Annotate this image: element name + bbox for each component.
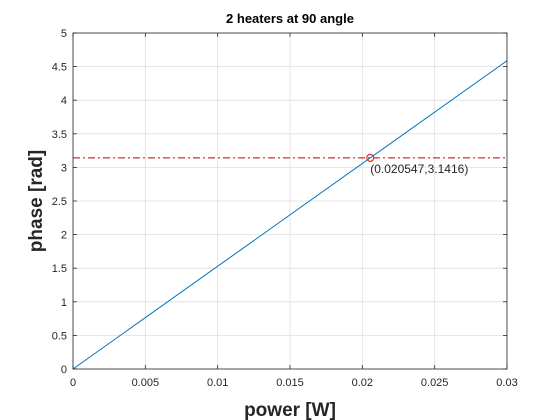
- y-axis-label: phase [rad]: [26, 150, 47, 252]
- ticks: [72, 32, 508, 370]
- y-tick-label: 0.5: [52, 330, 67, 342]
- plot-content: (0.020547,3.1416): [72, 60, 508, 370]
- y-tick-label: 0: [61, 364, 67, 376]
- y-tick-label: 1: [61, 297, 67, 309]
- x-tick-label: 0.01: [207, 377, 228, 389]
- y-tick-label: 3.5: [52, 129, 67, 141]
- y-tick-label: 2.5: [52, 196, 67, 208]
- y-tick-label: 2: [61, 230, 67, 242]
- labels: 0 0.005 0.01 0.015 0.02 0.025 0.03 0 0.5 1 1.5 2 2.5…: [52, 28, 518, 389]
- x-tick-label: 0.02: [352, 377, 373, 389]
- series-line: [72, 60, 508, 370]
- y-tick-label: 1.5: [52, 263, 67, 275]
- y-tick-label: 4: [61, 95, 67, 107]
- x-tick-label: 0.025: [421, 377, 449, 389]
- x-axis-label: power [W]: [244, 400, 336, 420]
- x-tick-label: 0: [70, 377, 76, 389]
- intersection-marker: [366, 153, 375, 162]
- x-tick-label: 0.03: [496, 377, 517, 389]
- intersection-annotation: (0.020547,3.1416): [370, 162, 468, 176]
- y-tick-label: 5: [61, 28, 67, 40]
- x-tick-label: 0.015: [276, 377, 304, 389]
- y-tick-label: 4.5: [52, 62, 67, 74]
- x-tick-label: 0.005: [132, 377, 160, 389]
- chart-title: 2 heaters at 90 angle: [226, 11, 354, 26]
- y-tick-label: 3: [61, 162, 67, 174]
